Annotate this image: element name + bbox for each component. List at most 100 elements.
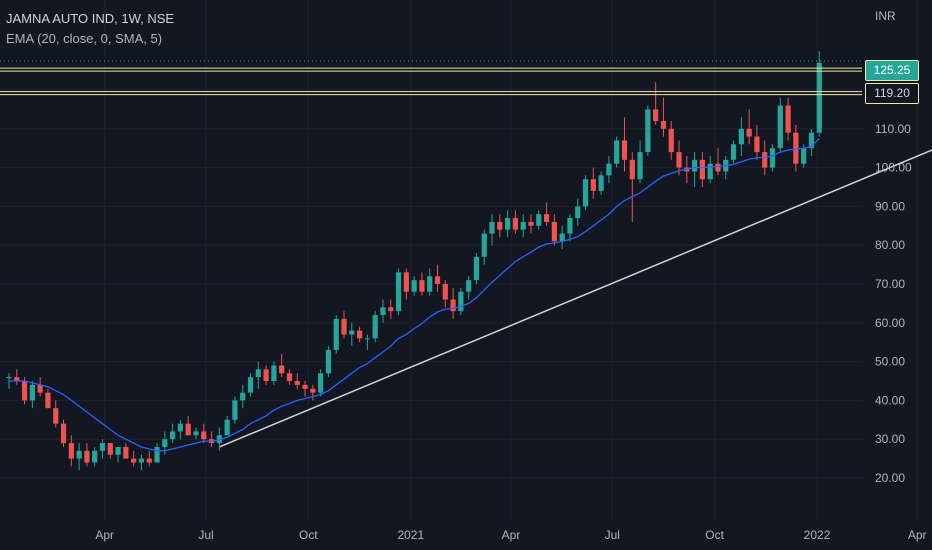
x-tick-label: Apr <box>908 528 927 542</box>
candle-body <box>388 307 394 312</box>
candle-body <box>138 458 145 463</box>
candle-body <box>629 159 635 180</box>
candle-body <box>551 221 557 242</box>
y-tick-label: 90.00 <box>875 199 905 213</box>
candle-body <box>520 221 526 230</box>
x-tick-label: Jul <box>605 528 620 542</box>
candle-body <box>286 373 293 381</box>
candle-body <box>808 132 815 149</box>
candle-body <box>325 349 332 374</box>
y-tick-label: 50.00 <box>875 355 905 369</box>
candle-body <box>232 400 238 420</box>
candle-body <box>21 381 28 401</box>
candle-body <box>310 388 316 393</box>
symbol-title: JAMNA AUTO IND, 1W, NSE <box>6 11 175 26</box>
candle-body <box>162 439 168 447</box>
candle-body <box>582 179 589 207</box>
candle-body <box>668 128 674 153</box>
y-tick-label: 30.00 <box>875 432 905 446</box>
candle-body <box>302 384 308 389</box>
candle-body <box>730 144 737 160</box>
candle-body <box>497 221 503 230</box>
candle-body <box>92 450 98 463</box>
candle-body <box>247 377 254 393</box>
candle-body <box>590 179 596 191</box>
candle-body <box>481 233 487 257</box>
candle-body <box>419 280 425 292</box>
ema-line <box>9 138 820 452</box>
candle-body <box>333 318 339 350</box>
candle-body <box>185 423 191 436</box>
candle-body <box>536 214 542 226</box>
candle-body <box>769 148 776 168</box>
x-tick-label: Jul <box>198 528 213 542</box>
x-tick-label: Oct <box>705 528 724 542</box>
x-tick-label: Apr <box>95 528 114 542</box>
candle-body <box>466 280 472 292</box>
candle-body <box>146 458 152 463</box>
candle-body <box>131 458 137 463</box>
candle-body <box>14 377 20 381</box>
candle-body <box>660 121 667 129</box>
chart-legend: JAMNA AUTO IND, 1W, NSE EMA (20, close, … <box>6 9 174 49</box>
candle-body <box>738 128 744 145</box>
ema-indicator-label: EMA (20, close, 0, SMA, 5) <box>6 31 163 46</box>
candle-body <box>216 435 222 444</box>
candle-body <box>60 423 67 444</box>
candle-body <box>543 214 550 222</box>
candle-body <box>403 272 409 292</box>
candle-body <box>512 218 519 230</box>
candle-body <box>801 148 807 164</box>
level-price-label-upper: 125.25 <box>865 59 919 81</box>
candle-body <box>692 159 698 172</box>
support-trendline <box>219 149 932 448</box>
candle-body <box>29 384 35 401</box>
candle-body <box>107 443 113 455</box>
candle-body <box>349 330 355 335</box>
candle-body <box>240 392 246 401</box>
candle-body <box>442 284 448 300</box>
candle-body <box>676 152 682 168</box>
candle-body <box>37 384 43 393</box>
y-tick-label: 100.00 <box>875 161 912 175</box>
x-tick-label: 2022 <box>804 528 831 542</box>
candle-body <box>68 443 74 459</box>
candle-body <box>201 431 207 440</box>
y-axis-unit-label: INR <box>875 9 896 23</box>
x-tick-label: 2021 <box>397 528 424 542</box>
candle-body <box>567 218 573 234</box>
y-tick-label: 20.00 <box>875 471 905 485</box>
candle-body <box>434 276 441 284</box>
candle-body <box>785 105 791 133</box>
candle-body <box>170 431 176 440</box>
candle-body <box>372 315 378 339</box>
x-tick-label: Oct <box>299 528 318 542</box>
y-tick-label: 70.00 <box>875 277 905 291</box>
candle-body <box>427 276 433 292</box>
y-tick-label: 60.00 <box>875 316 905 330</box>
candle-body <box>473 256 480 281</box>
candle-body <box>715 163 721 172</box>
candle-body <box>154 446 160 463</box>
candle-body <box>575 206 581 219</box>
candle-body <box>621 140 628 160</box>
y-tick-label: 110.00 <box>875 122 911 136</box>
candle-body <box>341 318 347 335</box>
candle-body <box>777 105 783 149</box>
candle-body <box>754 136 760 153</box>
candle-body <box>279 365 285 374</box>
candle-body <box>450 299 456 312</box>
y-tick-label: 40.00 <box>875 393 905 407</box>
candle-body <box>76 450 82 459</box>
candle-body <box>45 392 51 409</box>
candle-body <box>271 365 277 381</box>
candle-body <box>115 446 121 455</box>
candle-body <box>816 62 822 133</box>
candle-body <box>637 152 643 180</box>
candle-body <box>653 109 659 122</box>
candle-body <box>528 221 534 226</box>
candle-body <box>123 446 129 459</box>
candle-body <box>614 140 620 164</box>
candle-body <box>606 163 612 176</box>
